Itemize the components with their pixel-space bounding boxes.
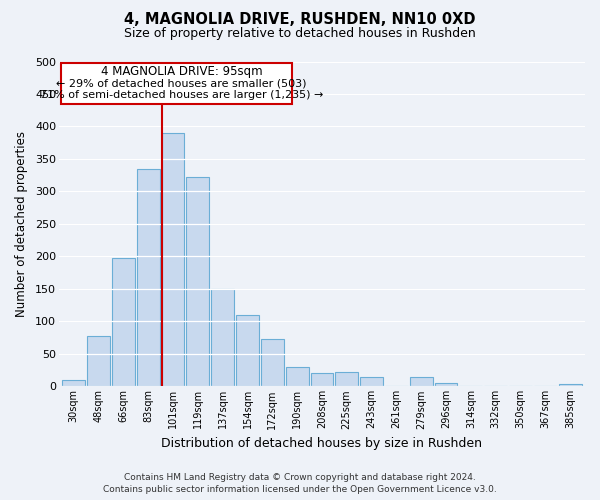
Bar — [137, 168, 160, 386]
Text: ← 29% of detached houses are smaller (503): ← 29% of detached houses are smaller (50… — [56, 78, 307, 88]
Bar — [87, 336, 110, 386]
Bar — [434, 383, 457, 386]
Y-axis label: Number of detached properties: Number of detached properties — [15, 131, 28, 317]
Text: 4, MAGNOLIA DRIVE, RUSHDEN, NN10 0XD: 4, MAGNOLIA DRIVE, RUSHDEN, NN10 0XD — [124, 12, 476, 28]
Bar — [161, 133, 184, 386]
Bar — [286, 367, 308, 386]
X-axis label: Distribution of detached houses by size in Rushden: Distribution of detached houses by size … — [161, 437, 482, 450]
Bar — [261, 339, 284, 386]
Text: 71% of semi-detached houses are larger (1,235) →: 71% of semi-detached houses are larger (… — [40, 90, 323, 100]
Bar — [187, 176, 209, 386]
Bar — [236, 315, 259, 386]
Text: 4 MAGNOLIA DRIVE: 95sqm: 4 MAGNOLIA DRIVE: 95sqm — [101, 66, 263, 78]
Bar — [62, 380, 85, 386]
Bar — [360, 376, 383, 386]
Bar — [61, 63, 292, 104]
Text: Size of property relative to detached houses in Rushden: Size of property relative to detached ho… — [124, 28, 476, 40]
Bar — [211, 289, 234, 386]
Bar — [112, 258, 135, 386]
Bar — [335, 372, 358, 386]
Text: Contains HM Land Registry data © Crown copyright and database right 2024.
Contai: Contains HM Land Registry data © Crown c… — [103, 472, 497, 494]
Bar — [410, 376, 433, 386]
Bar — [559, 384, 581, 386]
Bar — [311, 374, 334, 386]
